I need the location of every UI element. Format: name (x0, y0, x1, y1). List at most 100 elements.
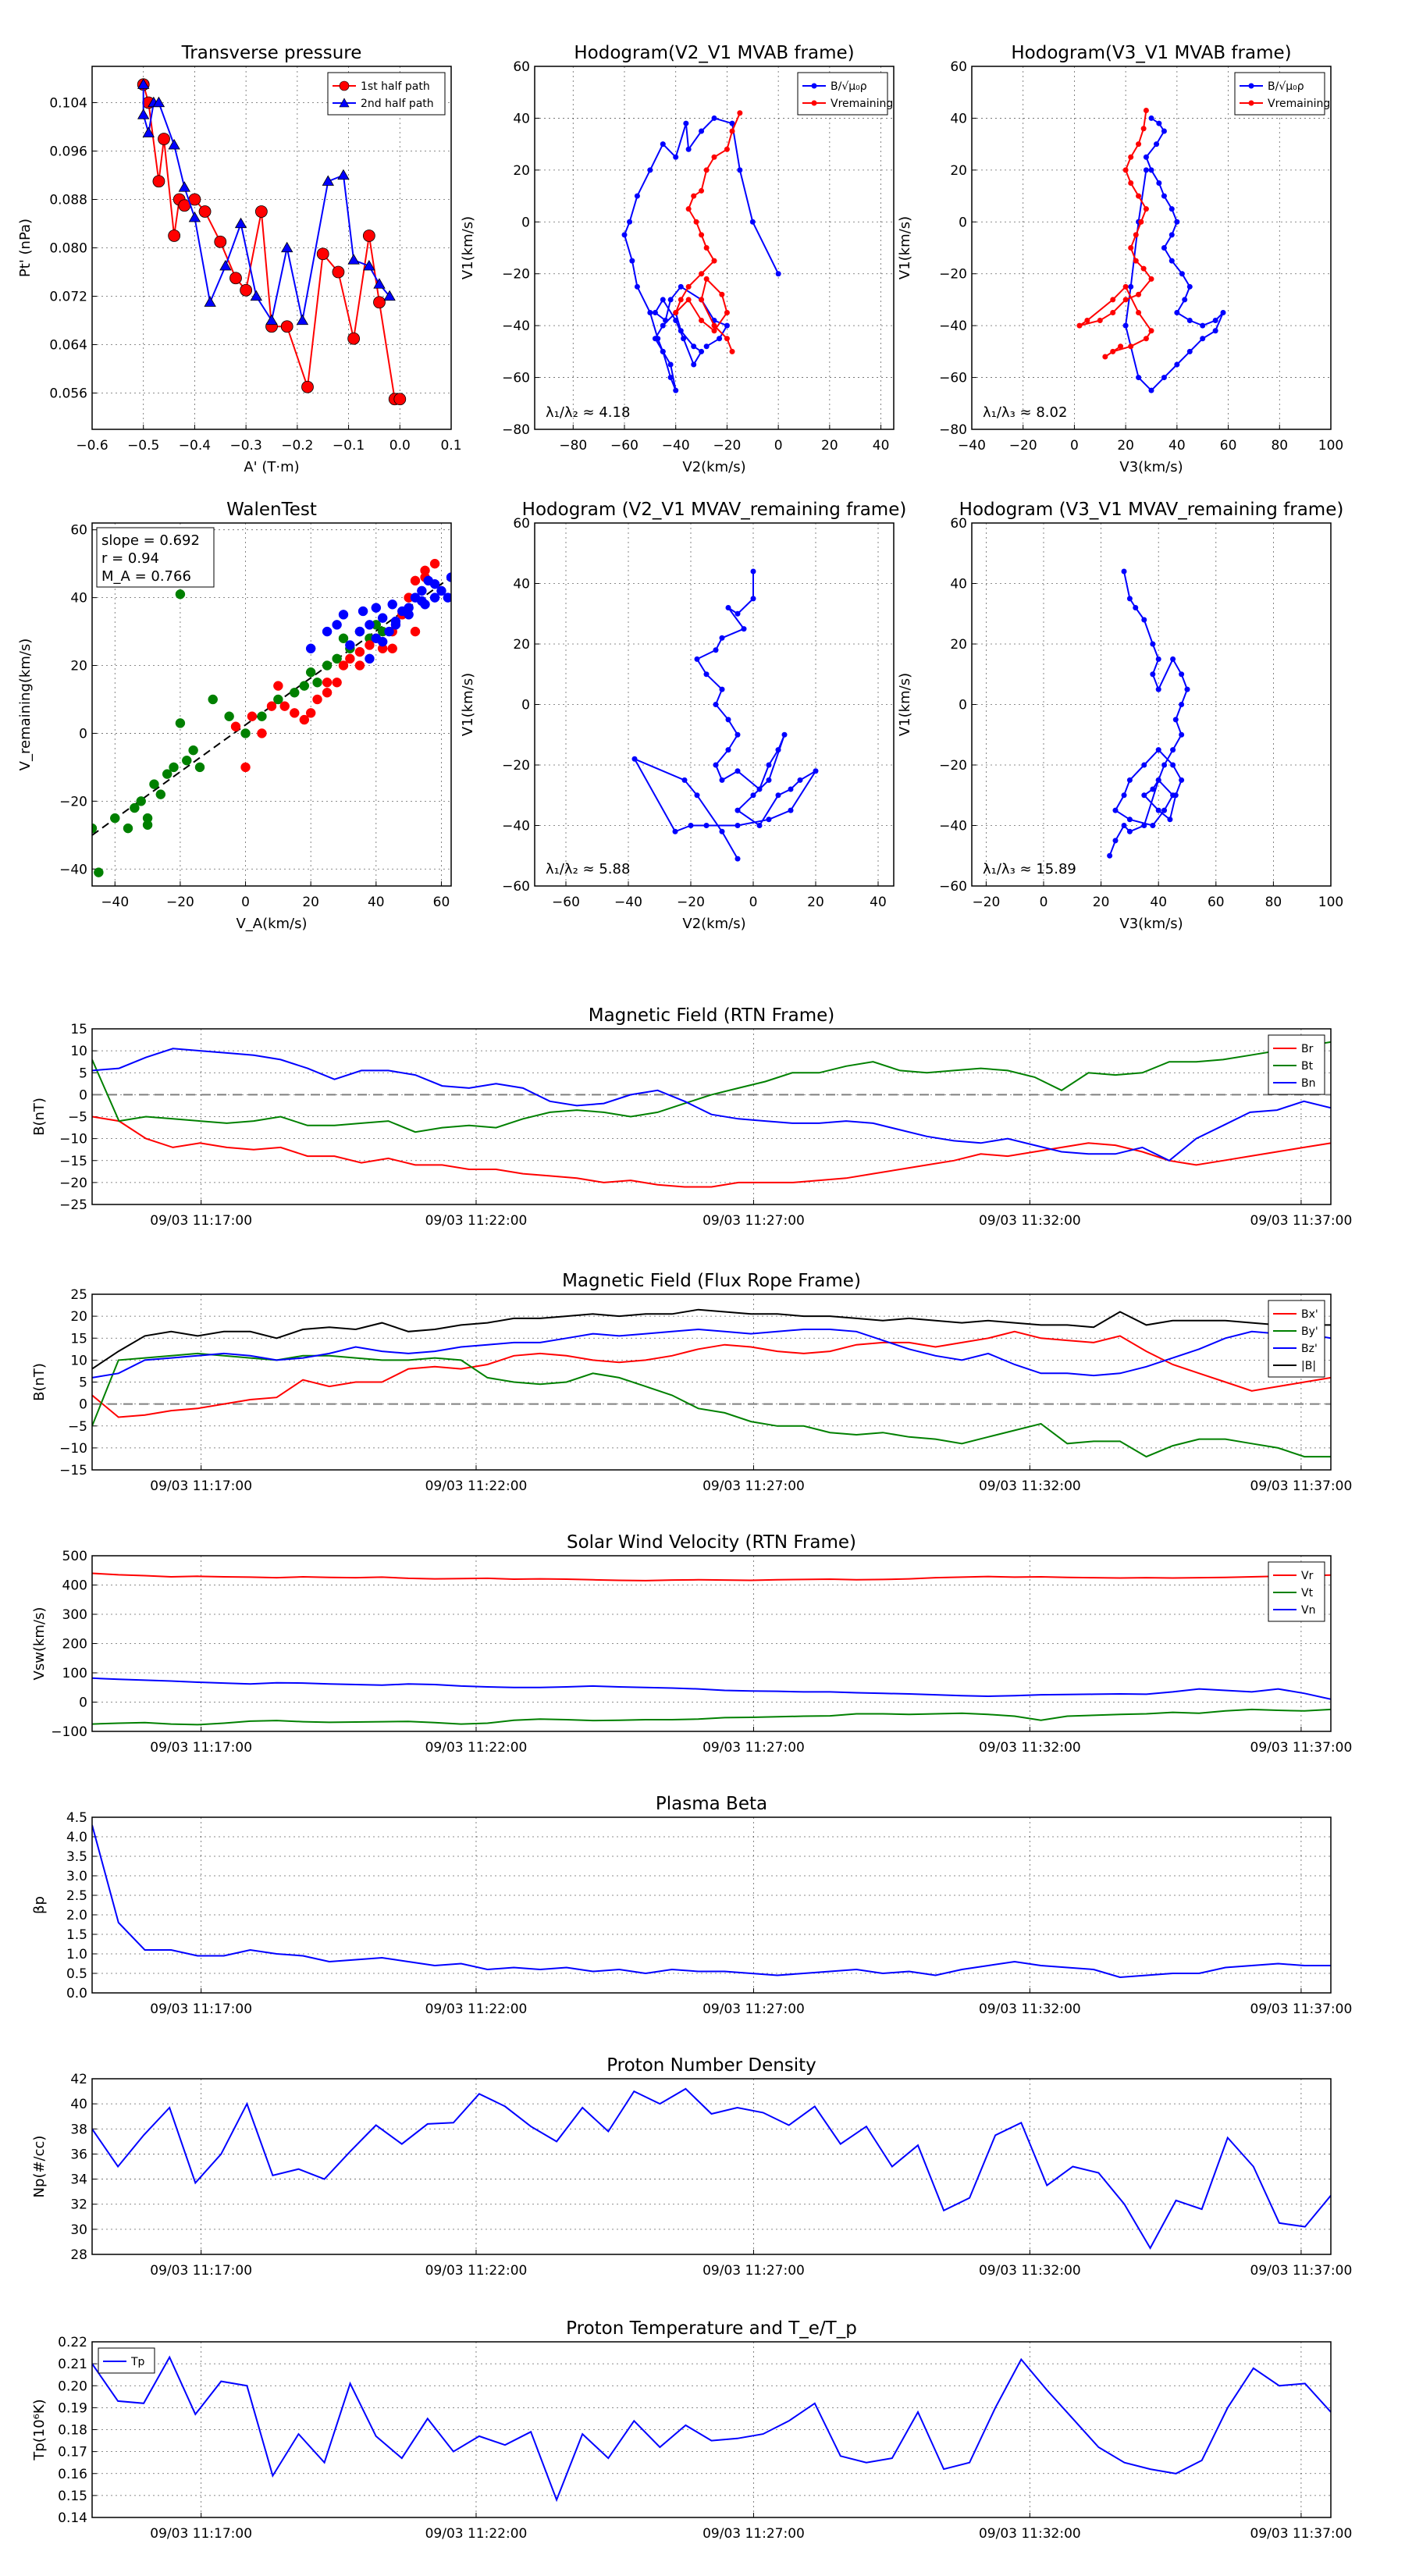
data-point (725, 747, 731, 753)
x-axis-label: V3(km/s) (1119, 459, 1183, 475)
data-point (724, 310, 730, 316)
x-tick-label: −80 (559, 438, 587, 454)
axes-frame (971, 66, 1332, 430)
data-point (152, 175, 165, 188)
series-by- (92, 1352, 1331, 1458)
y-tick-label: 10 (70, 1044, 87, 1059)
data-point (1121, 823, 1127, 828)
data-point (660, 297, 666, 303)
data-point (719, 686, 725, 692)
data-point (663, 318, 669, 323)
y-tick-label: 60 (70, 523, 87, 539)
y-tick-label: 42 (70, 2072, 87, 2087)
x-tick-label: −20 (713, 438, 741, 454)
data-point (92, 823, 98, 834)
data-point (660, 322, 666, 329)
data-point (436, 585, 446, 596)
plot-area (92, 1041, 1331, 1188)
panel-sw: Solar Wind Velocity (RTN Frame) −100 0 100 2… (31, 1532, 1352, 1756)
data-point (735, 768, 741, 774)
data-point (685, 206, 692, 212)
data-point (1138, 219, 1144, 225)
axes-frame (91, 1028, 1332, 1205)
x-tick-label: −40 (614, 895, 642, 910)
data-point (703, 823, 710, 828)
data-point (1161, 128, 1167, 134)
data-point (735, 610, 741, 617)
data-point (1076, 322, 1083, 329)
data-point (678, 283, 684, 290)
data-point (1186, 348, 1193, 354)
x-tick-label: 09/03 11:27:00 (702, 1740, 805, 1756)
data-point (365, 653, 375, 664)
data-point (347, 332, 361, 345)
data-point (322, 678, 333, 688)
data-point (699, 297, 705, 303)
legend-label: Br (1301, 1043, 1314, 1055)
y-tick-label: 0.22 (58, 2335, 87, 2350)
data-point (699, 348, 705, 354)
data-point (756, 786, 763, 792)
panel-h3: Hodogram (V2_V1 MVAV_remaining frame) −60… (460, 500, 906, 932)
y-tick-label: −40 (59, 862, 87, 877)
data-point (713, 647, 719, 653)
data-point (694, 656, 700, 662)
stats-line: slope = 0.692 (101, 532, 200, 549)
x-tick-label: 09/03 11:27:00 (702, 2526, 805, 2542)
x-tick-label: 0 (1070, 438, 1079, 454)
data-point (1141, 762, 1147, 768)
y-axis-label: V_remaining(km/s) (17, 639, 34, 771)
chart-title: Solar Wind Velocity (RTN Frame) (567, 1532, 856, 1553)
x-tick-label: 20 (1093, 895, 1110, 910)
series-blue (305, 572, 451, 664)
series-b (1107, 568, 1190, 859)
data-point (1140, 126, 1147, 132)
y-tick-label: −20 (59, 1176, 87, 1191)
y-axis-label: βp (31, 1896, 48, 1914)
chart-title: Magnetic Field (RTN Frame) (589, 1005, 835, 1026)
data-point (667, 375, 674, 381)
data-point (130, 802, 140, 813)
stats-line: M_A = 0.766 (101, 568, 191, 585)
data-point (137, 78, 150, 89)
data-point (1186, 283, 1193, 290)
data-point (155, 789, 166, 799)
data-point (1174, 361, 1180, 368)
data-point (1143, 336, 1149, 342)
data-point (182, 755, 192, 766)
legend-label: B/√μ₀ρ (831, 80, 867, 93)
y-tick-label: 25 (70, 1287, 87, 1303)
x-tick-label: 09/03 11:22:00 (425, 2526, 528, 2542)
y-tick-label: 1.0 (66, 1947, 87, 1962)
data-point (629, 258, 635, 264)
data-point (169, 762, 179, 773)
x-tick-label: 09/03 11:27:00 (702, 1478, 805, 1494)
axes-frame (91, 2078, 1332, 2255)
data-point (1168, 206, 1175, 212)
x-tick-label: 09/03 11:22:00 (425, 1740, 528, 1756)
legend: Br Bt Bn (1268, 1034, 1325, 1095)
y-axis-label: Np(#/cc) (31, 2136, 48, 2198)
data-point (1179, 731, 1185, 738)
legend-box (327, 72, 446, 116)
series-line (92, 1824, 1331, 1979)
y-axis-label: V1(km/s) (897, 673, 913, 736)
legend: B/√μ₀ρ Vremaining (797, 72, 893, 116)
y-axis-label: Vsw(km/s) (31, 1607, 48, 1681)
data-point (1161, 762, 1168, 768)
data-point (735, 807, 741, 813)
x-tick-label: 0 (241, 895, 250, 910)
data-point (699, 128, 705, 134)
data-point (1168, 258, 1175, 264)
data-point (345, 640, 355, 650)
data-point (175, 589, 186, 600)
data-point (711, 115, 717, 121)
plot-area (92, 1308, 1331, 1458)
y-tick-label: 60 (950, 59, 967, 75)
y-axis-label: V1(km/s) (460, 673, 476, 736)
series-line (92, 2355, 1331, 2503)
y-tick-label: 40 (950, 577, 967, 592)
data-point (621, 232, 628, 238)
data-point (1126, 817, 1133, 823)
data-point (337, 169, 350, 180)
